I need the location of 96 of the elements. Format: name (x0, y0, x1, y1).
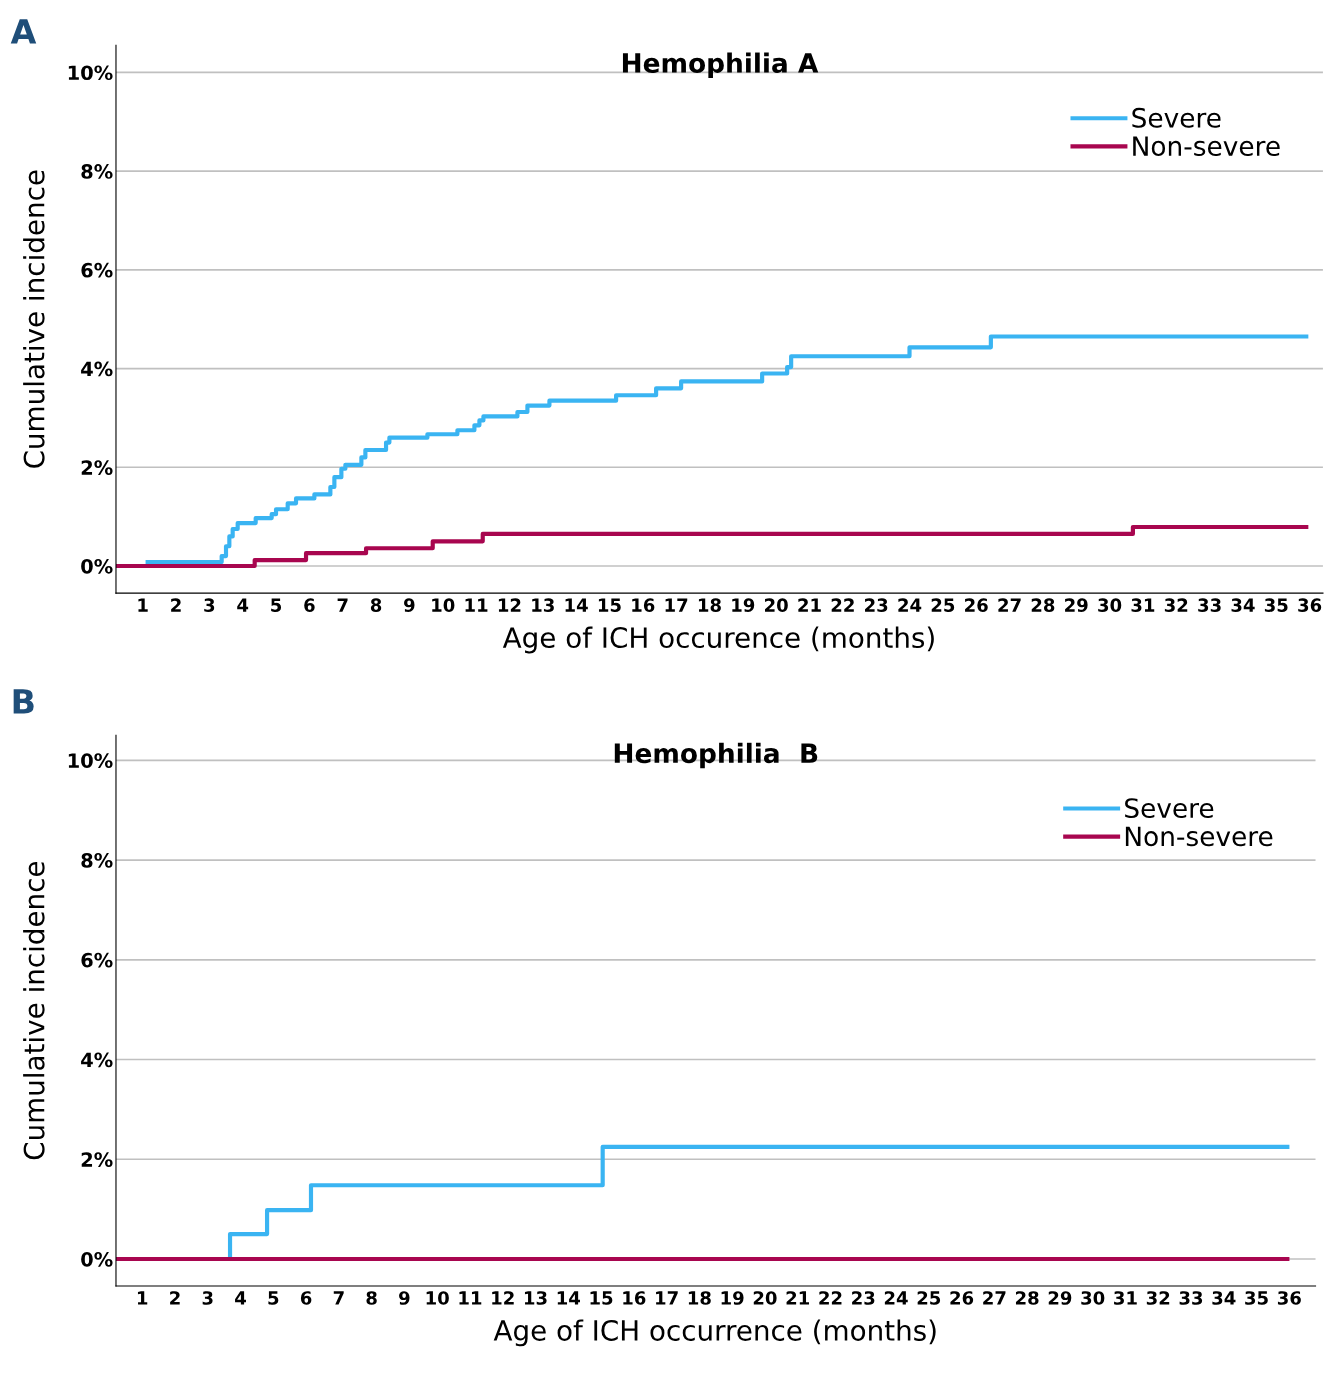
x-tick-label: 6 (300, 1291, 312, 1305)
x-tick-label: 10 (426, 1291, 449, 1305)
y-tick-label: 6% (81, 262, 113, 278)
x-tick-label: 11 (459, 1291, 482, 1305)
y-tick-label: 8% (81, 164, 113, 179)
x-tick-label: 31 (1114, 1291, 1137, 1305)
y-tick-label: 0% (81, 1251, 113, 1267)
chart-title: Hemophilia B (614, 742, 818, 769)
y-tick-label: 2% (81, 460, 113, 475)
x-tick-label: 30 (1081, 1291, 1105, 1305)
x-tick-label: 16 (632, 598, 655, 612)
y-tick-label: 4% (81, 361, 113, 377)
y-tick-label: 8% (81, 853, 113, 868)
x-tick-label: 32 (1164, 598, 1188, 612)
x-tick-label: 3 (202, 1291, 213, 1305)
x-tick-label: 34 (1231, 598, 1255, 612)
x-tick-label: 35 (1264, 598, 1288, 612)
x-tick-label: 28 (1015, 1291, 1039, 1305)
x-tick-label: 23 (852, 1291, 875, 1305)
y-tick-label: 10% (68, 753, 113, 768)
x-tick-label: 8 (366, 1291, 377, 1305)
x-tick-label: 29 (1065, 598, 1088, 612)
y-axis-title: Cumulative incidence (23, 170, 45, 468)
x-axis-title: Age of ICH occurrence (months) (493, 1319, 936, 1347)
x-tick-label: 15 (590, 1291, 613, 1305)
x-tick-label: 12 (498, 598, 521, 612)
y-tick-label: 4% (81, 1052, 113, 1068)
x-tick-label: 25 (917, 1291, 941, 1305)
x-tick-label: 19 (732, 598, 755, 612)
text: A (10, 19, 37, 44)
x-tick-label: 24 (884, 1291, 908, 1305)
x-tick-label: 14 (565, 598, 588, 612)
x-tick-label: 20 (753, 1291, 777, 1305)
x-tick-label: 30 (1098, 598, 1122, 612)
x-tick-label: 5 (271, 598, 282, 612)
text: B (13, 689, 34, 714)
x-tick-label: 9 (399, 1291, 410, 1305)
x-tick-label: 20 (765, 598, 788, 612)
x-tick-label: 1 (137, 1291, 148, 1305)
x-tick-label: 33 (1198, 598, 1221, 612)
x-tick-label: 21 (786, 1291, 810, 1305)
x-tick-label: 28 (1031, 598, 1055, 612)
x-tick-label: 36 (1298, 598, 1322, 612)
x-tick-label: 16 (623, 1291, 646, 1305)
x-tick-label: 19 (721, 1291, 744, 1305)
legend-label: Severe (1132, 107, 1221, 128)
x-tick-label: 24 (898, 598, 922, 612)
legend-label: Non-severe (1125, 826, 1273, 847)
x-tick-label: 18 (698, 598, 721, 612)
x-tick-label: 17 (665, 598, 688, 612)
y-axis-title: Cumulative incidence (23, 861, 45, 1160)
x-tick-label: 7 (333, 1291, 344, 1305)
x-tick-label: 26 (965, 598, 988, 612)
x-tick-label: 11 (465, 598, 488, 612)
x-tick-label: 25 (931, 598, 955, 612)
x-tick-label: 17 (656, 1291, 678, 1305)
x-tick-label: 34 (1212, 1291, 1236, 1305)
legend-label: Non-severe (1133, 136, 1280, 157)
x-tick-label: 13 (524, 1291, 547, 1305)
x-tick-label: 2 (171, 598, 181, 612)
x-tick-label: 10 (432, 598, 455, 612)
x-tick-label: 4 (237, 598, 249, 612)
y-tick-label: 6% (81, 952, 113, 968)
x-tick-label: 5 (268, 1291, 279, 1305)
y-tick-label: 10% (68, 65, 113, 81)
x-tick-label: 32 (1146, 1291, 1170, 1305)
x-tick-label: 9 (404, 598, 415, 612)
x-tick-label: 29 (1048, 1291, 1072, 1305)
x-tick-label: 27 (983, 1291, 1006, 1305)
x-tick-label: 33 (1179, 1291, 1203, 1305)
x-tick-label: 2 (170, 1291, 180, 1305)
x-axis-title: Age of ICH occurence (months) (502, 626, 934, 654)
x-tick-label: 23 (865, 598, 888, 612)
x-tick-label: 7 (337, 598, 348, 612)
y-tick-label: 2% (81, 1152, 113, 1167)
x-tick-label: 14 (557, 1291, 580, 1305)
x-tick-label: 22 (819, 1291, 842, 1305)
x-tick-label: 31 (1131, 598, 1155, 612)
x-tick-label: 8 (370, 598, 382, 612)
x-tick-label: 3 (204, 598, 215, 612)
x-tick-label: 18 (688, 1291, 711, 1305)
x-tick-label: 12 (492, 1291, 514, 1305)
x-tick-label: 22 (831, 598, 854, 612)
x-tick-label: 36 (1277, 1291, 1301, 1305)
x-tick-label: 15 (598, 598, 621, 612)
chart-title: Hemophilia A (622, 52, 819, 79)
x-tick-label: 26 (950, 1291, 974, 1305)
x-tick-label: 35 (1245, 1291, 1268, 1305)
x-tick-label: 21 (798, 598, 821, 612)
y-tick-label: 0% (81, 558, 113, 574)
x-tick-label: 1 (138, 598, 148, 612)
x-tick-label: 27 (998, 598, 1021, 612)
legend-label: Severe (1125, 798, 1214, 819)
x-tick-label: 4 (235, 1291, 246, 1305)
x-tick-label: 13 (532, 598, 554, 612)
x-tick-label: 6 (304, 598, 315, 612)
